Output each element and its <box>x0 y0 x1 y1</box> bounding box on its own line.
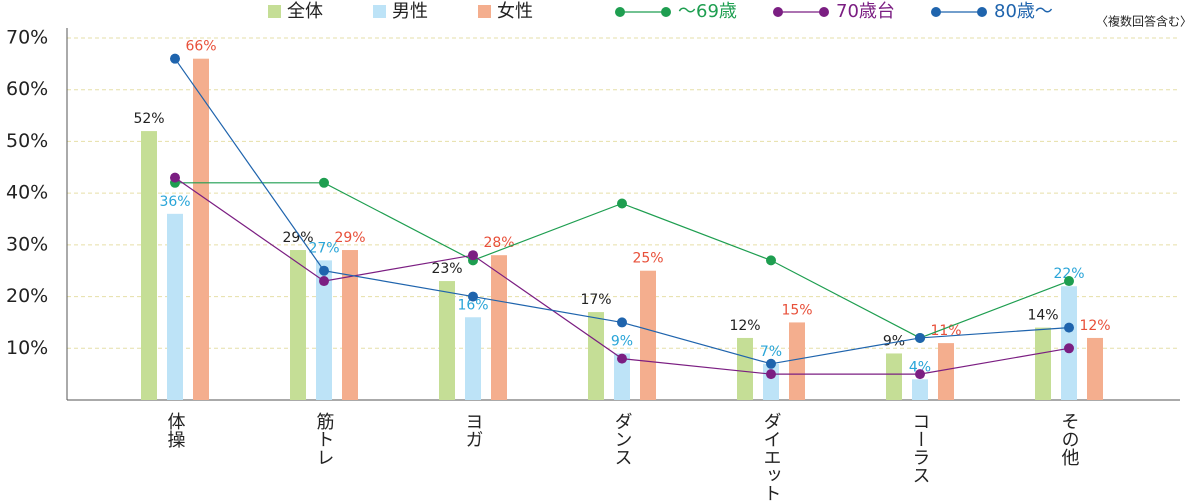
value-label: 27% <box>308 240 339 256</box>
point <box>319 265 329 276</box>
bar <box>912 379 928 400</box>
value-label: 12% <box>729 318 760 334</box>
bar <box>342 250 358 400</box>
y-tick-label: 20% <box>6 285 48 307</box>
x-tick-label: ダンス <box>612 412 633 466</box>
legend-label: 80歳～ <box>994 1 1053 22</box>
bar <box>141 131 157 401</box>
bar <box>465 317 481 400</box>
bar <box>938 343 954 400</box>
legend-dot <box>773 7 783 17</box>
legend-dot <box>819 7 829 17</box>
point <box>617 317 627 328</box>
bar <box>588 312 604 400</box>
value-label: 14% <box>1027 308 1058 324</box>
value-label: 12% <box>1079 318 1110 334</box>
bar <box>1035 327 1051 400</box>
legend-label: ～69歳 <box>678 1 737 22</box>
x-tick-label: 筋トレ <box>314 412 335 466</box>
bar <box>640 270 656 400</box>
x-tick-label: ヨガ <box>463 412 484 448</box>
x-tick-label: コーラス <box>910 412 931 484</box>
value-label: 7% <box>760 344 782 360</box>
annotation: 〈複数回答含む〉 <box>1096 14 1192 29</box>
legend-dot <box>661 7 671 17</box>
point <box>915 332 925 343</box>
y-tick-label: 30% <box>6 233 48 255</box>
point <box>468 291 478 302</box>
value-label: 17% <box>580 292 611 308</box>
point <box>766 369 776 380</box>
value-label: 36% <box>159 194 190 210</box>
value-label: 25% <box>632 251 663 267</box>
legend-dot <box>931 7 941 17</box>
bar <box>1061 286 1077 400</box>
value-label: 28% <box>483 235 514 251</box>
point <box>1064 276 1074 287</box>
point <box>1064 343 1074 354</box>
y-tick-label: 60% <box>6 78 48 100</box>
bar <box>491 255 507 400</box>
x-tick-label: ダイエット <box>761 412 782 502</box>
bar <box>193 58 209 400</box>
value-label: 29% <box>282 230 313 246</box>
point <box>319 177 329 188</box>
point <box>617 198 627 209</box>
bar <box>614 353 630 400</box>
point <box>170 172 180 183</box>
value-label: 66% <box>185 39 216 55</box>
point <box>319 276 329 287</box>
value-label: 22% <box>1053 266 1084 282</box>
point <box>617 353 627 364</box>
bar <box>290 250 306 400</box>
point <box>766 255 776 266</box>
x-tick-label: その他 <box>1059 412 1080 466</box>
legend-label: 70歳台 <box>836 1 895 22</box>
value-label: 29% <box>334 230 365 246</box>
value-label: 52% <box>133 111 164 127</box>
legend-swatch <box>478 5 491 18</box>
point <box>468 250 478 261</box>
bar <box>1087 337 1103 400</box>
legend-label: 全体 <box>287 1 323 22</box>
point <box>170 53 180 64</box>
value-label: 4% <box>909 359 931 375</box>
y-tick-label: 70% <box>6 27 48 49</box>
legend-dot <box>615 7 625 17</box>
bar <box>789 322 805 400</box>
legend-swatch <box>373 5 386 18</box>
y-tick-label: 40% <box>6 182 48 204</box>
y-tick-label: 10% <box>6 337 48 359</box>
value-label: 23% <box>431 261 462 277</box>
bar <box>737 337 753 400</box>
bar <box>316 260 332 400</box>
bar <box>439 281 455 400</box>
y-tick-label: 50% <box>6 130 48 152</box>
legend-label: 男性 <box>392 1 428 22</box>
point <box>915 369 925 380</box>
x-tick-label: 体操 <box>165 412 186 448</box>
bar <box>167 213 183 400</box>
legend-label: 女性 <box>497 1 533 22</box>
value-label: 16% <box>457 297 488 313</box>
value-label: 15% <box>781 302 812 318</box>
point <box>1064 322 1074 333</box>
legend-swatch <box>268 5 281 18</box>
bar <box>886 353 902 400</box>
legend-dot <box>977 7 987 17</box>
value-label: 9% <box>883 333 905 349</box>
value-label: 9% <box>611 333 633 349</box>
point <box>766 358 776 369</box>
